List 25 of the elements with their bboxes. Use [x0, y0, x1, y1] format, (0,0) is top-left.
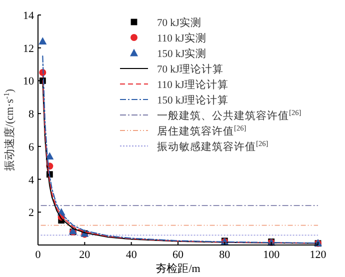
point	[38, 37, 47, 44]
y-tick-label: 12	[23, 42, 34, 55]
legend-label: 150 kJ理论计算	[157, 94, 229, 106]
y-tick-label: 6	[28, 141, 34, 154]
x-tick-label: 20	[79, 249, 91, 261]
y-tick-label: 8	[28, 108, 34, 121]
y-tick-label: 14	[23, 10, 34, 22]
x-tick-label: 40	[126, 249, 138, 261]
x-tick-label: 120	[310, 249, 327, 261]
legend-label: 110 kJ实测	[157, 32, 206, 44]
x-tick-label: 100	[263, 249, 280, 261]
x-tick-label: 80	[219, 249, 231, 261]
legend-label: 居住建筑容许值$^{[26]}$	[157, 123, 246, 138]
legend-label: 110 kJ理论计算	[157, 78, 228, 91]
legend-label: 150 kJ实测	[157, 47, 207, 60]
y-tick-label: 2	[28, 207, 34, 220]
y-tick-label: 10	[23, 76, 34, 88]
y-tick-label: 4	[28, 174, 34, 186]
legend-label: 70 kJ理论计算	[157, 62, 224, 76]
legend-label: 振动敏感建筑容许值$^{[26]}$	[157, 138, 268, 153]
legend-label: 70 kJ实测	[157, 16, 202, 29]
legend-label: 一般建筑、公共建筑容许值$^{[26]}$	[157, 108, 302, 122]
x-tick-label: 60	[172, 249, 184, 261]
x-axis-title: 夯检距/m	[156, 262, 201, 275]
x-tick-label: 0	[35, 249, 42, 261]
